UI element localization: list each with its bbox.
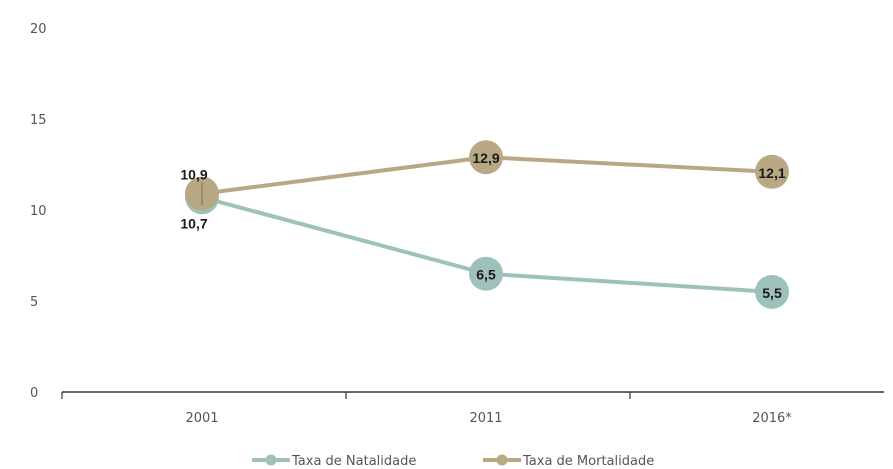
data-point-marker (469, 140, 503, 175)
x-axis-tick-marks (61, 392, 631, 399)
data-labels: 10,7 6,5 5,5 10,9 12,9 12,1 (180, 150, 785, 301)
legend-label: Taxa de Mortalidade (522, 454, 654, 469)
legend-marker-swatch (265, 454, 277, 466)
y-axis-ticks: 0 5 10 15 20 (30, 22, 47, 401)
y-tick-label: 20 (30, 22, 47, 37)
x-tick-label: 2001 (185, 411, 218, 426)
legend-label: Taxa de Natalidade (291, 454, 416, 469)
x-tick-label: 2011 (469, 411, 502, 426)
x-tick-label: 2016* (752, 411, 792, 426)
data-point-marker (755, 274, 789, 309)
legend: Taxa de Natalidade Taxa de Mortalidade (252, 454, 654, 469)
data-label: 12,9 (472, 150, 499, 166)
legend-item: Taxa de Natalidade (252, 454, 416, 469)
legend-item: Taxa de Mortalidade (483, 454, 654, 469)
data-label: 10,9 (180, 167, 207, 183)
data-label: 10,7 (180, 215, 207, 231)
data-label: 5,5 (762, 285, 782, 301)
x-axis-labels: 2001 2011 2016* (185, 411, 792, 426)
y-tick-label: 5 (30, 295, 38, 310)
data-point-marker (469, 256, 503, 291)
data-point-marker (755, 154, 789, 189)
y-tick-label: 15 (30, 113, 47, 128)
data-label: 12,1 (758, 165, 785, 181)
series-layer: 10,7 6,5 5,5 10,9 12,9 12,1 (180, 140, 789, 309)
legend-marker-swatch (496, 454, 508, 466)
y-tick-label: 0 (30, 386, 38, 401)
data-label: 6,5 (476, 267, 496, 283)
y-tick-label: 10 (30, 204, 47, 219)
